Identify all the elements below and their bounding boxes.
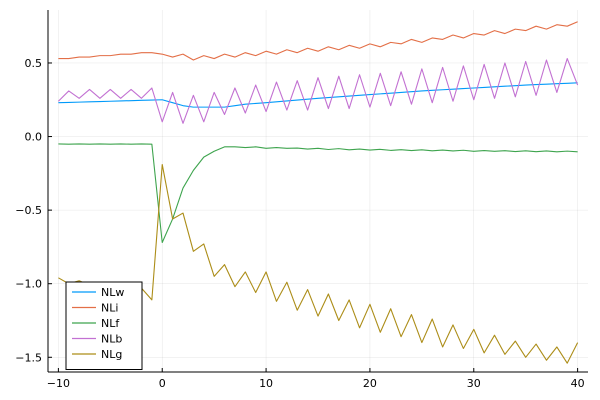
y-tick-label: −0.5 [15,204,42,217]
x-axis-ticks: −10 0 10 20 30 40 [47,368,585,390]
legend-label-nlb: NLb [101,333,122,346]
series-line-nlf [58,143,578,244]
series-line-nlw [58,82,578,108]
legend-label-nlf: NLf [101,317,120,330]
legend-label-nlw: NLw [101,286,124,299]
legend-label-nli: NLi [101,302,118,315]
x-tick-label: 10 [259,377,273,390]
x-tick-label: 30 [467,377,481,390]
series-line-nlg [58,163,579,364]
y-tick-label: 0.0 [25,131,43,144]
y-axis-ticks: −1.5 −1.0 −0.5 0.0 0.5 [15,57,52,364]
legend-box [65,281,143,370]
series-line-nlb [57,58,579,124]
series-line-nli [58,21,578,61]
x-tick-label: 0 [159,377,166,390]
legend: NLw NLi NLf NLb NLg [65,281,143,370]
y-tick-label: 0.5 [25,57,43,70]
x-tick-label: −10 [47,377,70,390]
y-tick-label: −1.5 [15,351,42,364]
axes [47,10,588,373]
x-tick-label: 40 [571,377,585,390]
x-tick-label: 20 [363,377,377,390]
legend-label-nlg: NLg [101,348,122,361]
series-lines [57,21,579,364]
y-tick-label: −1.0 [15,278,42,291]
